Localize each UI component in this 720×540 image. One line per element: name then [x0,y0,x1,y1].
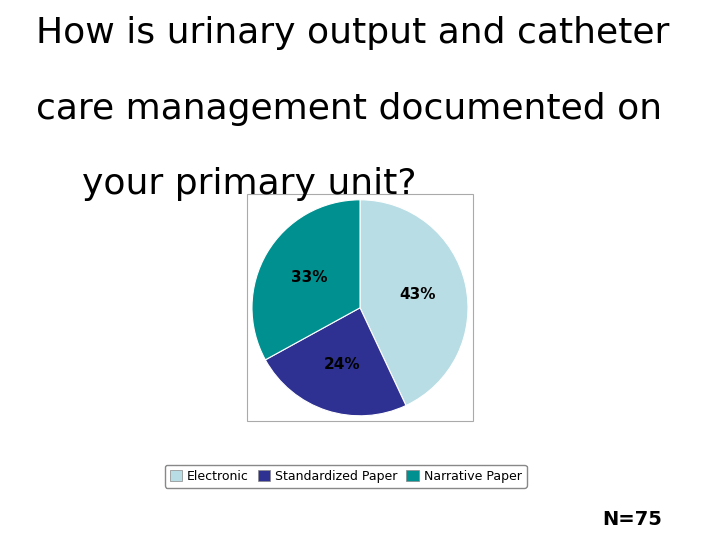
Text: your primary unit?: your primary unit? [36,167,416,201]
Bar [246,194,474,421]
Wedge shape [266,308,406,416]
Text: N=75: N=75 [603,510,662,529]
Wedge shape [252,200,360,360]
Text: 43%: 43% [400,287,436,302]
Text: How is urinary output and catheter: How is urinary output and catheter [36,16,670,50]
Text: 24%: 24% [323,357,360,372]
Legend: Electronic, Standardized Paper, Narrative Paper: Electronic, Standardized Paper, Narrativ… [165,465,526,488]
Wedge shape [360,200,468,406]
Text: 33%: 33% [291,270,327,285]
Text: care management documented on: care management documented on [36,92,662,126]
